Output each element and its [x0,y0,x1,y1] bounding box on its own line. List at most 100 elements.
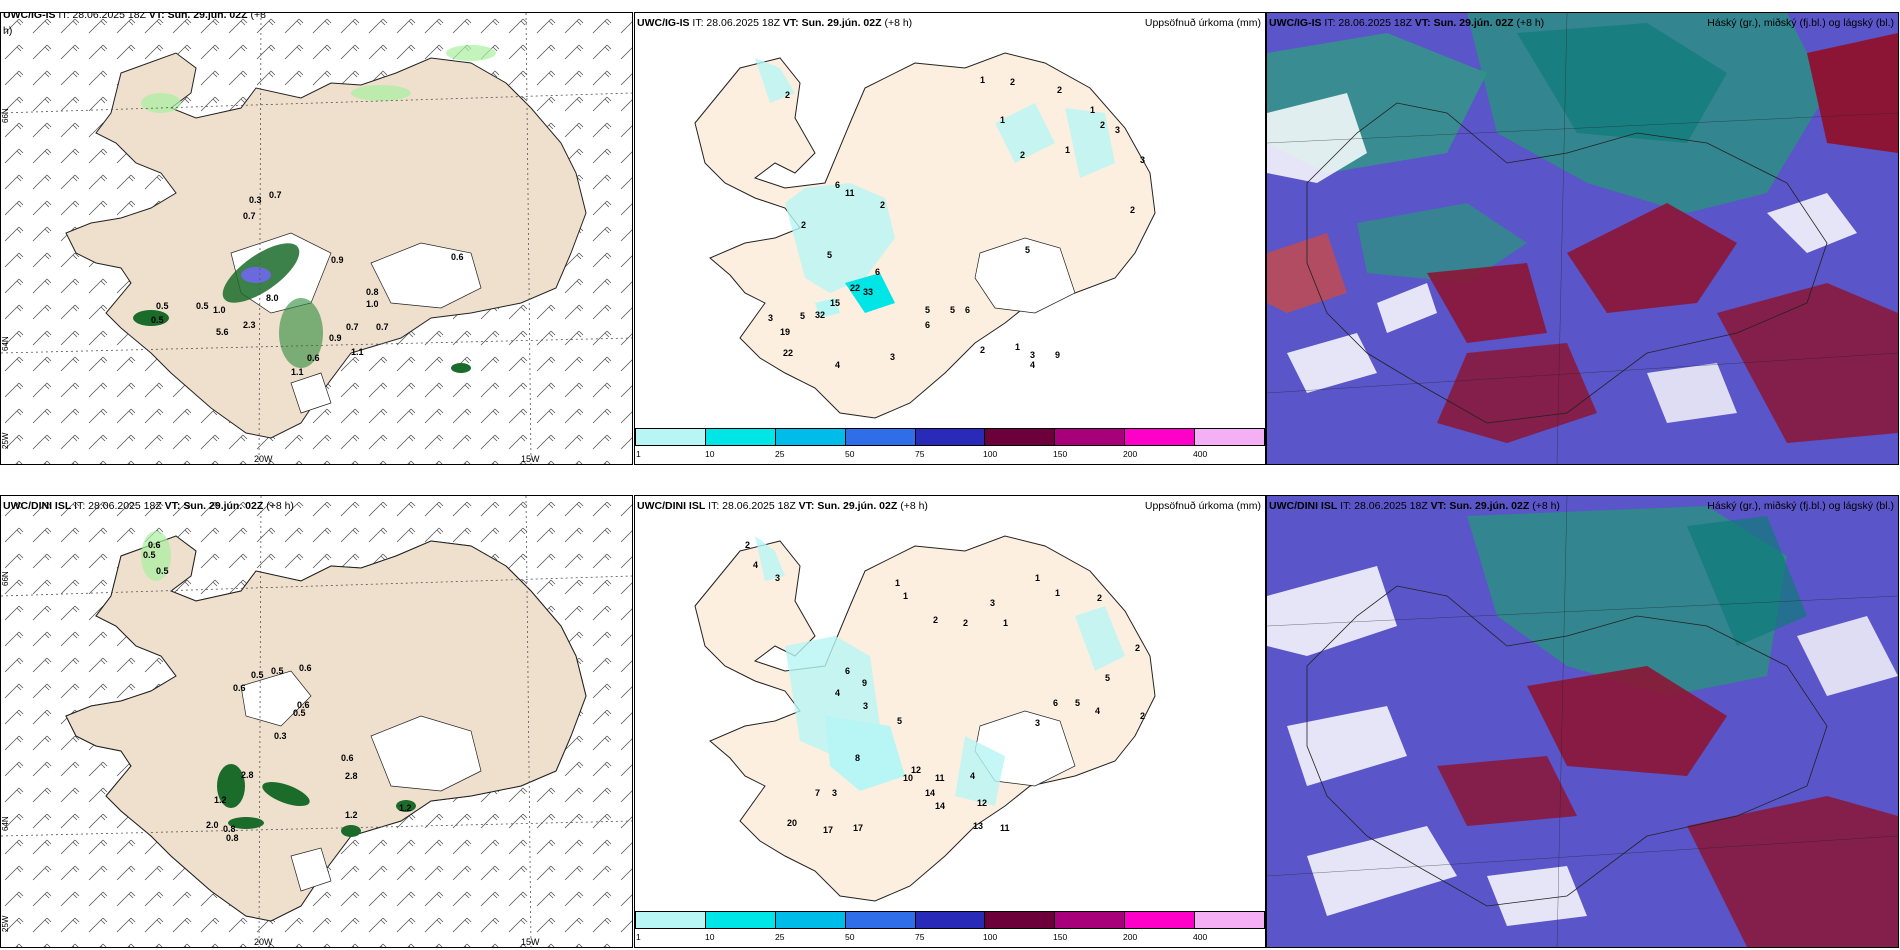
accum-label: 12 [911,765,921,775]
precip-label: 5.6 [216,327,229,337]
legend-label: 400 [1193,932,1208,942]
lon-15w-label: 15W [521,937,540,947]
accum-label: 32 [815,310,825,320]
legend-label: 50 [845,449,855,459]
accum-label: 4 [835,360,840,370]
precip-label: 0.5 [143,550,156,560]
legend-label: 150 [1053,449,1068,459]
accum-label: 3 [990,598,995,608]
precip-label: 0.3 [249,195,262,205]
precip-label: 0.8 [223,824,236,834]
accum-label: 2 [963,618,968,628]
legend-swatch [705,429,776,445]
legend-label: 100 [983,932,998,942]
lon-15w-label: 15W [521,454,540,464]
accum-label: 2 [1010,77,1015,87]
accum-label: 2 [1020,150,1025,160]
accum-label: 2 [1100,120,1105,130]
legend-swatch [915,429,986,445]
accum-label: 11 [845,188,855,198]
panel-clouds-dini: UWC/DINI ISL IT: 28.06.2025 18Z VT: Sun.… [1266,495,1899,948]
accum-label: 3 [768,313,773,323]
precip-label: 0.6 [341,753,354,763]
precip-label: 0.6 [233,683,246,693]
accum-label: 5 [1075,698,1080,708]
accum-label: 2 [1130,205,1135,215]
legend-swatch [985,912,1056,928]
map-accum-precip: 2 1 2 2 1 2 1 1 2 3 3 2 6 11 2 2 5 6 22 … [694,52,1156,419]
lon-25w-label: 25W [1,432,10,449]
precip-label: 1.1 [351,347,364,357]
precip-label: 0.7 [376,322,389,332]
legend-swatch [775,429,846,445]
lon-25w-label: 25W [1,915,10,932]
accum-label: 3 [1115,125,1120,135]
accum-label: 9 [862,678,867,688]
accum-label: 22 [783,348,793,358]
lat-64n-label: 64N [1,816,10,831]
accum-label: 2 [933,615,938,625]
accum-value-labels: 2 1 2 2 1 2 1 1 2 3 3 2 6 11 2 2 5 6 22 … [768,75,1145,370]
precip-label: 8.0 [266,293,279,303]
accum-label: 1 [903,591,908,601]
accum-label: 4 [1095,706,1100,716]
legend-swatch [1055,429,1126,445]
accum-label: 17 [853,823,863,833]
panel-clouds-igis: UWC/IG-IS IT: 28.06.2025 18Z VT: Sun. 29… [1266,12,1899,465]
precip-label: 1.0 [213,305,226,315]
accum-label: 1 [1015,342,1020,352]
accum-label: 8 [855,753,860,763]
precip-label: 0.9 [329,333,342,343]
precip-label: 0.5 [156,566,169,576]
precip-label: 0.7 [269,190,282,200]
accum-label: 20 [787,818,797,828]
accum-label: 15 [830,298,840,308]
accum-label: 2 [1135,643,1140,653]
precip-label: 2.8 [241,770,254,780]
map-precip-wind: 0.7 0.3 0.7 0.9 0.6 0.5 0.5 0.5 1.0 8.0 … [1,13,632,464]
map-accum-precip: 2 4 3 1 1 2 2 1 3 1 1 2 2 6 9 4 3 5 12 1… [694,535,1156,902]
precip-label: 0.7 [346,322,359,332]
panel-accum-precip-igis: UWC/IG-IS IT: 28.06.2025 18Z VT: Sun. 29… [634,12,1266,465]
precip-label: 1.0 [366,299,379,309]
precip-label: 0.7 [243,211,256,221]
legend-label: 150 [1053,932,1068,942]
precip-label: 0.5 [156,301,169,311]
legend-label: 75 [915,449,925,459]
accum-label: 5 [897,716,902,726]
accum-label: 6 [835,180,840,190]
accum-label: 14 [935,801,945,811]
panel-header: UWC/DINI ISL IT: 28.06.2025 18Z VT: Sun.… [3,500,294,512]
panel-header: UWC/IG-IS IT: 28.06.2025 18Z VT: Sun. 29… [3,12,266,37]
legend-label: 25 [775,932,785,942]
lat-66n-label: 66N [1,571,10,586]
accum-label: 5 [1025,245,1030,255]
accum-label: 5 [800,311,805,321]
legend-label: 10 [705,932,715,942]
accum-label: 2 [745,540,750,550]
legend-label: 200 [1123,449,1138,459]
legend-label: 1 [636,932,641,942]
panel-header: UWC/IG-IS IT: 28.06.2025 18Z VT: Sun. 29… [637,17,1261,29]
precip-label: 1.1 [291,367,304,377]
accum-label: 4 [835,688,840,698]
precip-label: 2.8 [345,771,358,781]
legend-label: 200 [1123,932,1138,942]
accum-label: 5 [925,305,930,315]
lat-64n-label: 64N [1,336,10,351]
accum-label: 14 [925,788,935,798]
lat-66n-label: 66N [1,108,10,123]
precip-label: 2.0 [206,820,219,830]
accum-label: 22 [850,283,860,293]
legend-swatch [845,429,916,445]
legend-swatch [1195,429,1265,445]
accum-label: 6 [1053,698,1058,708]
legend-swatch [1125,912,1196,928]
precip-label: 0.9 [331,255,344,265]
precip-label: 1.2 [345,810,358,820]
accum-label: 5 [827,250,832,260]
panel-precip-wind-igis: UWC/IG-IS IT: 28.06.2025 18Z VT: Sun. 29… [0,12,633,465]
accum-label: 1 [1003,618,1008,628]
precip-value-labels: 0.6 0.5 0.5 0.5 0.5 0.6 0.6 0.5 0.3 0.6 … [143,540,412,843]
precip-label: 0.6 [299,663,312,673]
